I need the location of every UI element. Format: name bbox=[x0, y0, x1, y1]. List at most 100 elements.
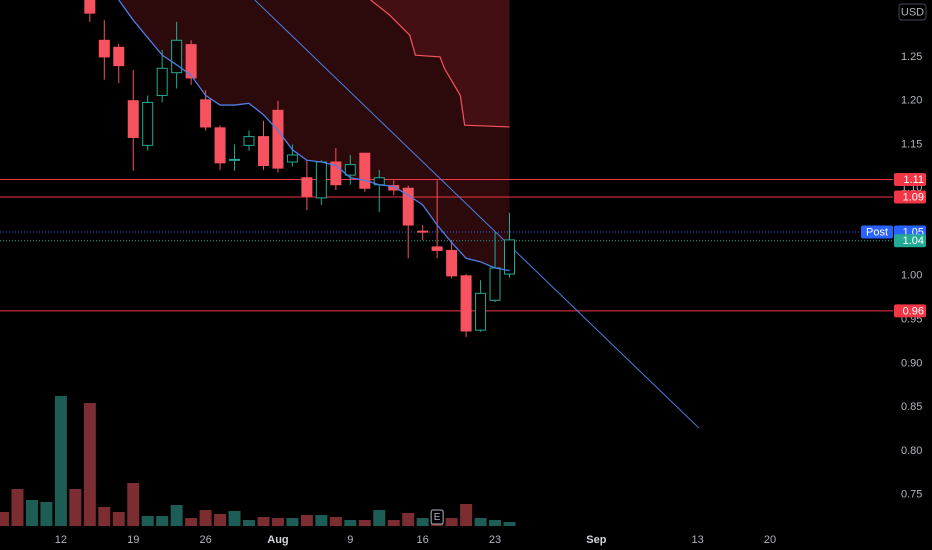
y-tick-label: 1.00 bbox=[901, 270, 922, 282]
x-tick-label: 23 bbox=[489, 534, 501, 546]
x-tick-label: 26 bbox=[199, 534, 211, 546]
volume-bar bbox=[387, 520, 400, 526]
event-marker bbox=[430, 509, 444, 525]
trendline bbox=[254, 0, 700, 429]
volume-bar bbox=[373, 510, 386, 526]
candle-body bbox=[431, 246, 443, 251]
candle-body bbox=[243, 136, 255, 146]
volume-bar bbox=[271, 518, 284, 526]
volume-bar bbox=[214, 514, 227, 526]
price-label: 1.04 bbox=[903, 235, 924, 247]
volume-bar bbox=[98, 507, 111, 526]
volume-bar bbox=[127, 483, 140, 526]
volume-bar bbox=[257, 517, 270, 526]
candle-body bbox=[185, 44, 197, 79]
price-label-box bbox=[894, 190, 926, 204]
y-tick-label: 1.15 bbox=[901, 138, 922, 150]
price-label: 1.09 bbox=[903, 191, 924, 203]
volume-bar bbox=[402, 513, 415, 526]
candle-body bbox=[229, 158, 241, 161]
volume-bar bbox=[25, 500, 38, 526]
candle-body bbox=[272, 109, 284, 169]
x-tick-label: Aug bbox=[267, 534, 288, 546]
candle-body bbox=[417, 230, 429, 233]
candle-body bbox=[402, 187, 414, 226]
price-label-box bbox=[894, 304, 926, 318]
upper-band bbox=[370, 0, 510, 128]
price-label-box bbox=[894, 234, 926, 248]
volume-bar bbox=[185, 518, 198, 526]
volume-bar bbox=[156, 516, 169, 526]
volume-bar bbox=[474, 518, 487, 526]
moving-average bbox=[118, 0, 510, 272]
candle-body bbox=[171, 39, 183, 74]
volume-bar bbox=[329, 517, 342, 526]
price-tag-box bbox=[861, 225, 893, 239]
price-label: 1.11 bbox=[903, 174, 924, 186]
y-tick-label: 0.85 bbox=[901, 401, 922, 413]
x-tick-label: 9 bbox=[347, 534, 353, 546]
candle-body bbox=[315, 161, 327, 199]
volume-bar bbox=[0, 512, 9, 526]
volume-bar bbox=[300, 515, 313, 526]
volume-bar bbox=[460, 504, 473, 526]
axes: 1.251.201.151.101.000.950.900.850.800.75… bbox=[55, 51, 926, 546]
y-tick-label: 1.20 bbox=[901, 95, 922, 107]
candle-body bbox=[301, 177, 313, 197]
candle-body bbox=[344, 164, 356, 176]
x-tick-label: 19 bbox=[127, 534, 139, 546]
candle-body bbox=[142, 101, 154, 146]
volume-bar bbox=[170, 505, 183, 526]
y-tick-label: 0.90 bbox=[901, 357, 922, 369]
candle-body bbox=[127, 100, 139, 138]
candle-body bbox=[504, 239, 516, 275]
candle-body bbox=[359, 152, 371, 189]
volume-bar bbox=[54, 396, 67, 526]
volume-bar bbox=[315, 515, 328, 526]
candle-body bbox=[200, 99, 212, 128]
volume-bar bbox=[141, 516, 154, 526]
volume-bar bbox=[112, 512, 125, 526]
plot-area: E bbox=[0, 0, 893, 526]
candle-body bbox=[330, 161, 342, 186]
x-tick-label: 12 bbox=[55, 534, 67, 546]
candle-body bbox=[460, 275, 472, 332]
volume-bar bbox=[489, 520, 502, 526]
volume-bar bbox=[445, 518, 458, 526]
currency-box[interactable] bbox=[898, 3, 927, 21]
price-label: 0.96 bbox=[903, 305, 924, 317]
candle-body bbox=[475, 292, 487, 331]
band-upper-shade bbox=[370, 0, 510, 127]
event-label: E bbox=[434, 512, 441, 523]
candle-body bbox=[257, 136, 269, 166]
y-tick-label: 1.25 bbox=[901, 51, 922, 63]
candle-body bbox=[156, 67, 168, 96]
candle-body bbox=[214, 127, 226, 164]
volume-bar bbox=[344, 520, 357, 526]
volume-bar bbox=[199, 510, 212, 526]
candle-body bbox=[489, 267, 501, 301]
volume-bar bbox=[286, 518, 299, 526]
volume-bar bbox=[83, 403, 96, 526]
candle-body bbox=[446, 249, 458, 277]
price-label-box bbox=[894, 173, 926, 187]
candle-body bbox=[388, 185, 400, 191]
volume-bar bbox=[358, 520, 371, 526]
x-tick-label: 16 bbox=[417, 534, 429, 546]
volume-bar bbox=[503, 522, 516, 526]
currency: USD bbox=[901, 6, 924, 18]
candle-body bbox=[84, 0, 96, 14]
volume-bar bbox=[416, 518, 429, 526]
candle-body bbox=[286, 154, 298, 163]
volume-bar bbox=[69, 489, 82, 526]
volume-bar bbox=[11, 489, 24, 526]
x-tick-label: 13 bbox=[692, 534, 704, 546]
x-tick-label: 20 bbox=[764, 534, 776, 546]
candle-body bbox=[98, 39, 110, 58]
price-tag: Post bbox=[866, 226, 888, 238]
volume-bar bbox=[40, 502, 53, 526]
x-tick-label: Sep bbox=[586, 534, 606, 546]
y-tick-label: 0.75 bbox=[901, 489, 922, 501]
